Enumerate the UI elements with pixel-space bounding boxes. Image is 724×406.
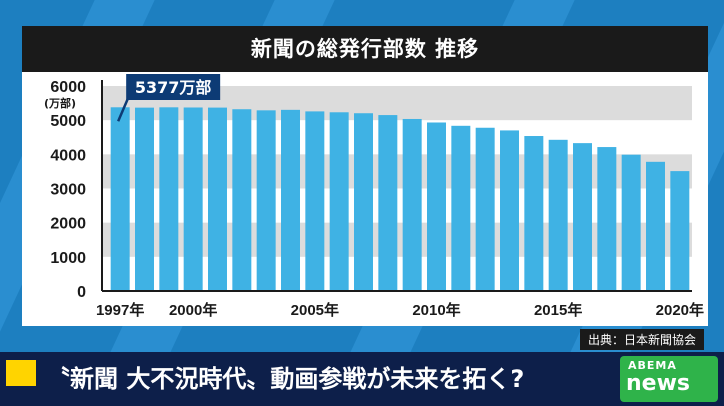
y-tick-label: 4000 [50,147,86,164]
abema-news-logo: ABEMA news [620,356,718,402]
bar [281,109,300,291]
source-label: 出典：日本新聞協会 [579,329,704,350]
y-axis-unit: (万部) [44,96,76,110]
bar [159,107,179,291]
bar [329,112,349,291]
bar [378,115,398,291]
caption-bar [0,352,724,406]
bar [646,161,665,291]
bar [402,118,422,292]
bar [135,107,154,291]
x-tick-label: 2000年 [169,301,217,319]
bar [232,109,252,291]
bar [208,107,227,291]
bar [548,139,568,291]
bar [256,110,276,292]
bar-chart: 0 1000 2000 3000 4000 5000 6000(万部) 1997年 2000年 2… [44,74,704,319]
bar [597,147,617,291]
x-tick-label: 2010年 [412,301,460,319]
x-tick-label: 1997年 [96,301,144,319]
caption-text: 〝新聞 大不況時代〟動画参戦が未来を拓く? [46,365,525,393]
bar [475,127,495,291]
bar [573,143,592,291]
annotation-label: 5377万部 [135,78,212,97]
bar [354,113,373,291]
y-tick-label: 3000 [50,182,86,199]
y-tick-label: 5000 [50,113,86,130]
bar [183,107,203,291]
logo-line2: news [626,371,691,396]
bar [427,122,446,291]
chart-title: 新聞の総発行部数 推移 [22,26,708,72]
bar [500,130,519,291]
x-tick-label: 2005年 [291,301,339,319]
bar [621,154,641,291]
annotation-box [126,74,221,100]
logo-line1: ABEMA [628,359,677,372]
y-tick-label: 0 [77,284,86,301]
bar [451,125,471,291]
x-tick-label: 2020年 [656,301,704,319]
bar [110,107,130,291]
bar [670,171,690,291]
x-tick-label: 2015年 [534,301,582,319]
bar [524,136,544,291]
y-tick-label: 1000 [50,250,86,267]
bar [305,111,325,291]
y-tick-label: 2000 [50,216,86,233]
y-tick-label: 6000 [50,79,86,96]
caption-marker [6,360,36,386]
